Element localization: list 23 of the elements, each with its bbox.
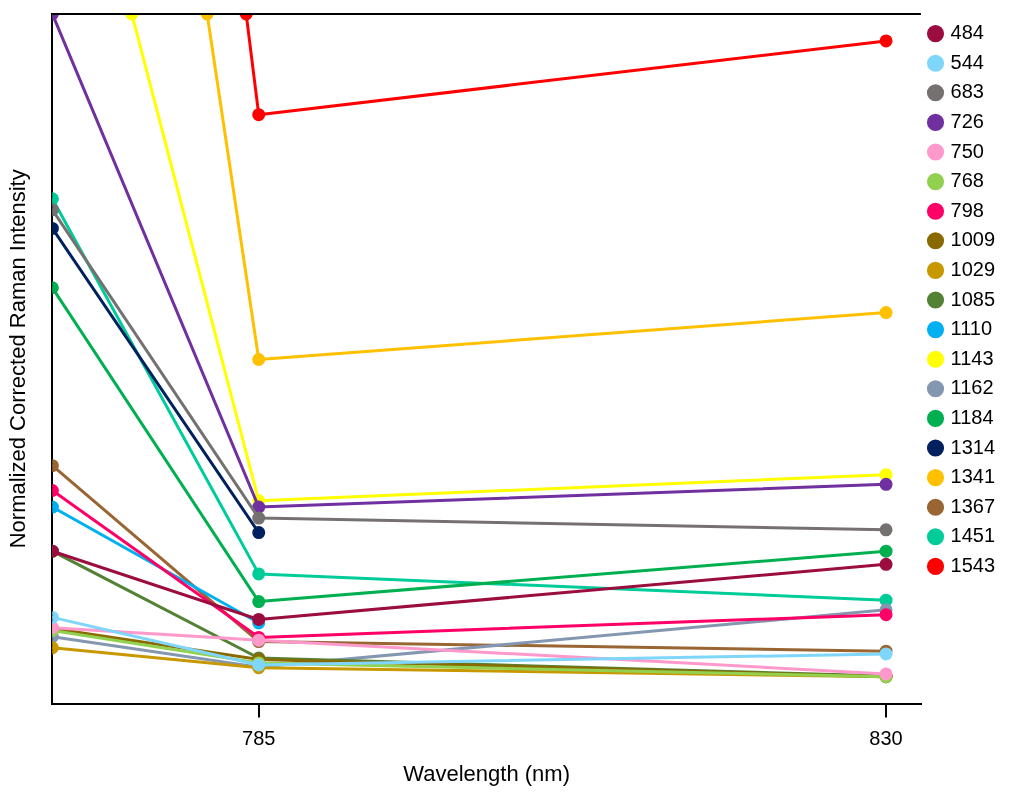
- legend-label: 768: [950, 169, 984, 192]
- legend-label: 1029: [950, 257, 996, 280]
- legend-label: 798: [950, 198, 984, 221]
- legend-label: 1451: [950, 524, 996, 547]
- legend-label: 726: [950, 109, 984, 132]
- legend-label: 484: [950, 21, 984, 44]
- legend-label: 683: [950, 80, 984, 103]
- legend-label: 1184: [950, 405, 994, 428]
- legend-label: 1110: [950, 317, 993, 340]
- legend-label: 544: [950, 50, 984, 73]
- legend-label: 1085: [950, 287, 996, 310]
- legend-label: 1314: [950, 435, 996, 458]
- x-tick-label: 785: [242, 727, 276, 750]
- x-tick-label: 830: [869, 727, 903, 750]
- legend-label: 1367: [950, 494, 996, 517]
- legend-label: 1162: [950, 376, 994, 399]
- x-axis-title: Wavelength (nm): [403, 760, 570, 786]
- legend-label: 1543: [950, 553, 996, 576]
- legend-label: 750: [950, 139, 984, 162]
- legend-label: 1009: [950, 228, 996, 251]
- y-axis-title: Normalized Corrected Raman Intensity: [5, 169, 31, 549]
- legend-label: 1143: [950, 346, 994, 369]
- legend-label: 1341: [950, 465, 996, 488]
